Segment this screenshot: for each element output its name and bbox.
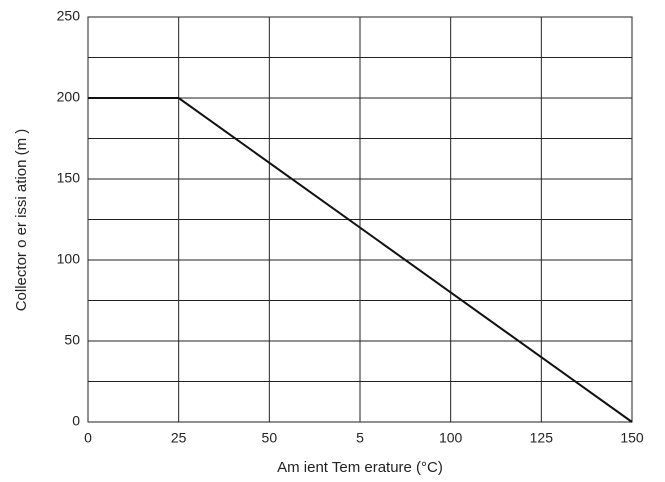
- x-tick-label: 0: [84, 430, 92, 446]
- y-axis-label: Collector o er issi ation (m ): [13, 129, 30, 312]
- y-tick-label: 100: [57, 251, 81, 267]
- plot-frame: [87, 16, 633, 423]
- y-tick-label: 50: [64, 332, 80, 348]
- y-tick-label: 150: [57, 170, 81, 186]
- x-tick-label: 150: [620, 430, 644, 446]
- x-tick-label: 5: [356, 430, 364, 446]
- x-tick-label: 125: [530, 430, 554, 446]
- x-tick-label: 25: [171, 430, 187, 446]
- y-tick-label: 250: [57, 8, 81, 24]
- x-tick-label: 50: [262, 430, 278, 446]
- y-tick-label: 200: [57, 89, 81, 105]
- x-tick-label: 100: [439, 430, 463, 446]
- y-tick-label: 0: [72, 413, 80, 429]
- x-axis-label: Am ient Tem erature (°C): [277, 459, 443, 476]
- line-series: [88, 97, 633, 423]
